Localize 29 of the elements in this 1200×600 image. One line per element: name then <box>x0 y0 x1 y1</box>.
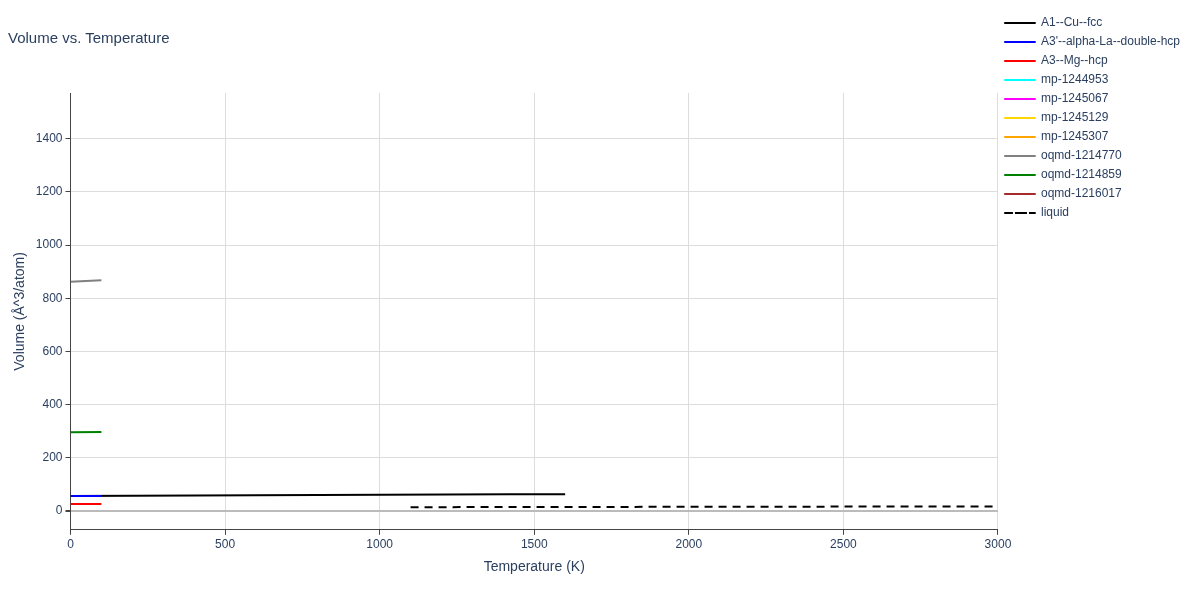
y-tick-label: 1200 <box>35 184 63 199</box>
legend-label: oqmd-1214859 <box>1040 167 1123 182</box>
legend-label: mp-1245307 <box>1040 129 1109 144</box>
x-tick-label: 500 <box>215 537 236 552</box>
legend-label: mp-1245067 <box>1040 91 1109 106</box>
x-tick-label: 2500 <box>830 537 858 552</box>
y-tick-label: 0 <box>55 503 63 518</box>
x-tick-label: 3000 <box>984 537 1012 552</box>
legend-label: liquid <box>1040 205 1069 220</box>
y-tick-label: 400 <box>42 397 63 412</box>
x-tick-label: 2000 <box>675 537 703 552</box>
y-tick-label: 1000 <box>35 237 63 252</box>
y-tick-label: 600 <box>42 343 63 358</box>
y-tick-label: 800 <box>42 290 63 305</box>
legend-label: oqmd-1216017 <box>1040 186 1123 201</box>
y-tick-label: 1400 <box>35 131 63 146</box>
x-tick-label: 0 <box>67 537 75 552</box>
y-tick-label: 200 <box>42 450 63 465</box>
y-axis-title: Volume (Å^3/atom) <box>11 252 28 371</box>
x-tick-label: 1000 <box>366 537 394 552</box>
legend-label: oqmd-1214770 <box>1040 148 1123 163</box>
chart-title: Volume vs. Temperature <box>8 29 170 47</box>
legend-label: mp-1245129 <box>1040 110 1109 125</box>
legend-label: A1--Cu--fcc <box>1040 15 1103 30</box>
legend-label: A3--Mg--hcp <box>1040 53 1108 68</box>
legend-label: A3'--alpha-La--double-hcp <box>1040 34 1181 49</box>
x-tick-label: 1500 <box>520 537 548 552</box>
x-axis-title: Temperature (K) <box>483 558 585 575</box>
legend-label: mp-1244953 <box>1040 72 1109 87</box>
